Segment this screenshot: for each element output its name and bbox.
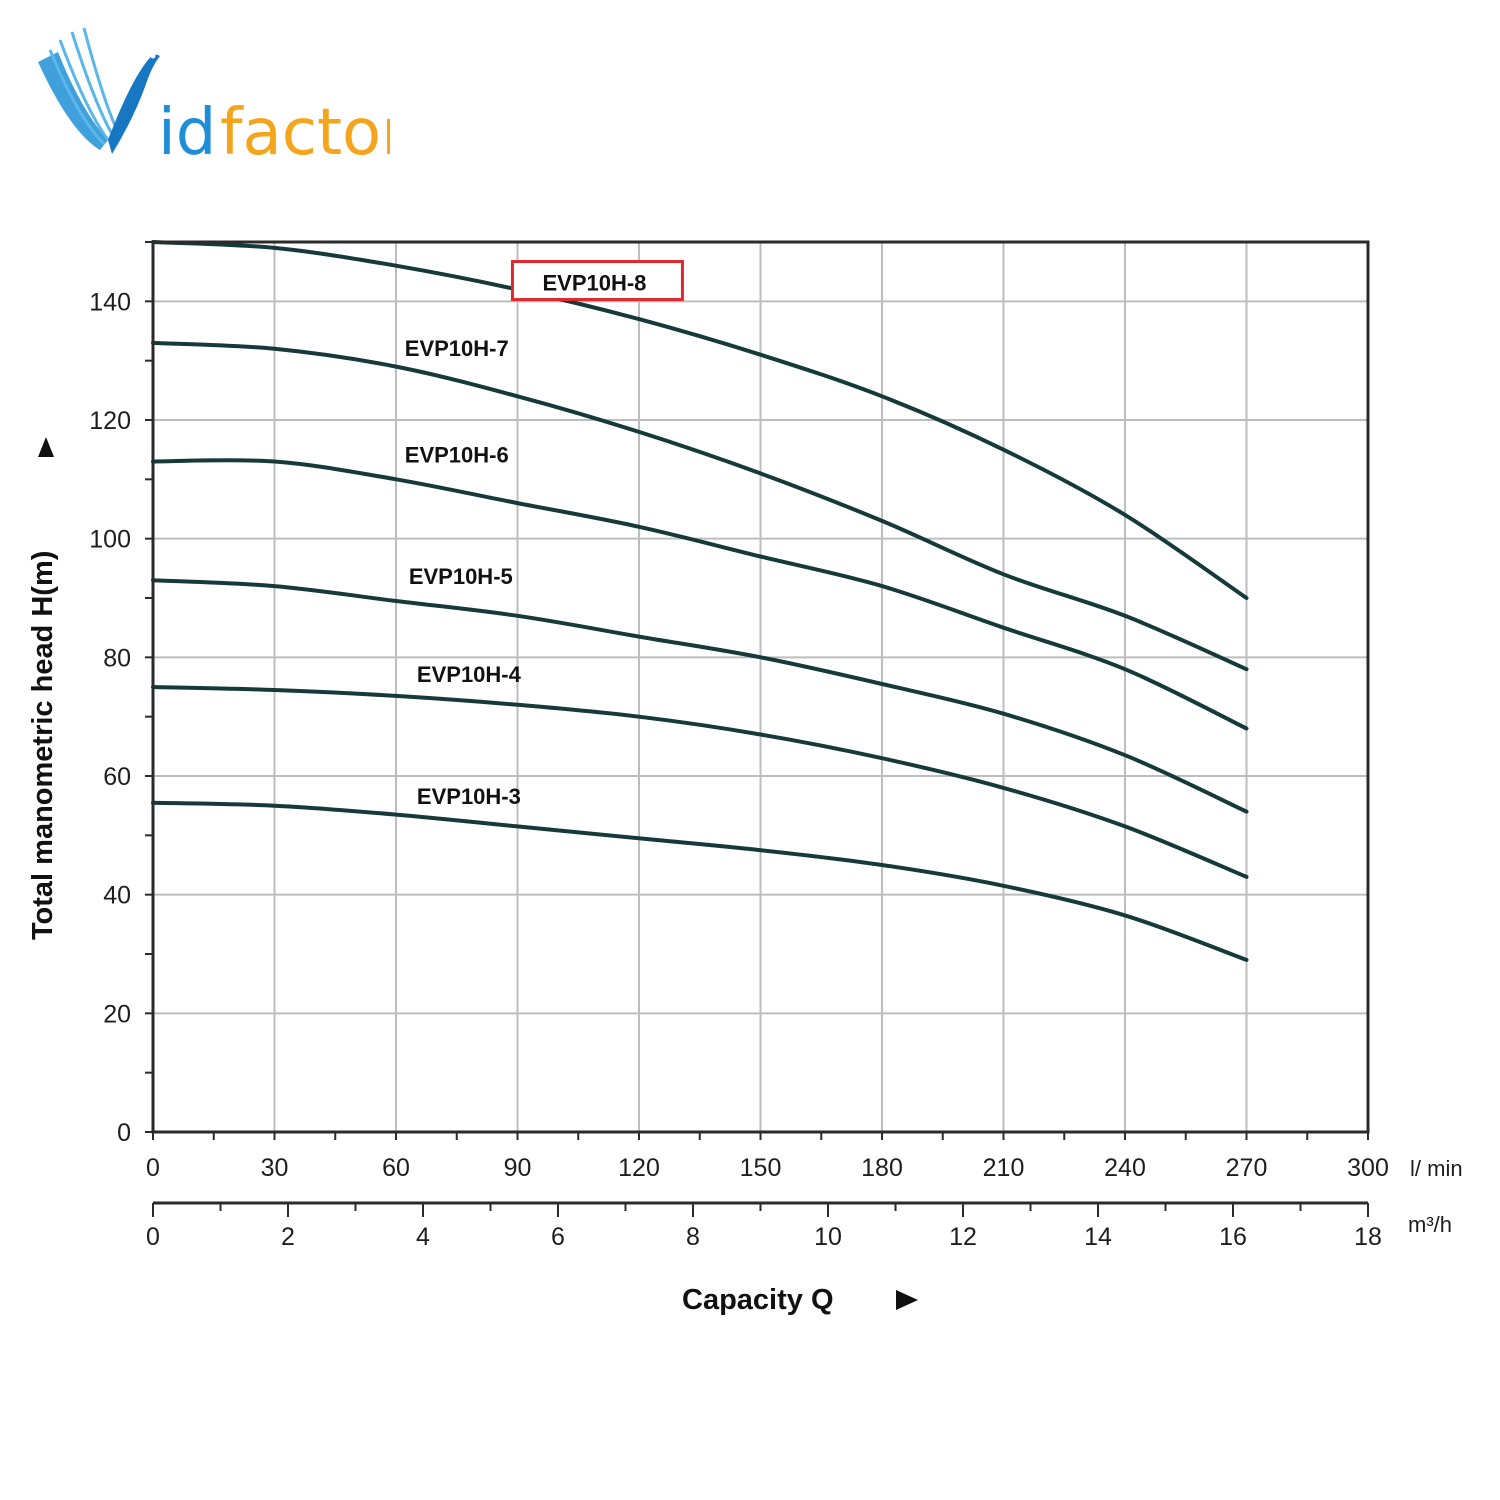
x-tick-label: 180 [861, 1154, 903, 1182]
series-label-evp10h-3: EVP10H-3 [417, 784, 521, 809]
secondary-x-tick-label: 12 [949, 1223, 977, 1251]
x-tick-label: 30 [261, 1154, 289, 1182]
secondary-x-tick-label: 10 [814, 1223, 842, 1251]
y-tick-labels: 0 20 40 60 80 100 120 140 [89, 288, 131, 1147]
secondary-x-tick-label: 8 [686, 1223, 700, 1251]
y-tick-label: 100 [89, 526, 131, 554]
secondary-x-tick-label: 6 [551, 1223, 565, 1251]
secondary-x-tick-labels: 0 2 4 6 8 10 12 14 16 18 [146, 1203, 1382, 1251]
highlight-box [510, 260, 684, 302]
x-tick-label: 0 [146, 1154, 160, 1182]
y-tick-label: 80 [103, 644, 131, 672]
secondary-x-tick-label: 18 [1354, 1223, 1382, 1251]
x-tick-label: 60 [382, 1154, 410, 1182]
y-tick-label: 40 [103, 882, 131, 910]
x-tick-labels: 0 30 60 90 120 150 180 210 240 270 300 [146, 1154, 1389, 1182]
secondary-x-tick-label: 2 [281, 1223, 295, 1251]
series-labels: EVP10H-8 EVP10H-7 EVP10H-6 EVP10H-5 EVP10H-4… [405, 260, 684, 809]
series-label-evp10h-6: EVP10H-6 [405, 443, 509, 468]
curve-evp10h-8 [151, 240, 1249, 600]
y-tick-label: 140 [89, 288, 131, 316]
y-tick-label: 20 [103, 1000, 131, 1028]
y-tick-label: 0 [117, 1119, 131, 1147]
secondary-x-tick-label: 14 [1084, 1223, 1112, 1251]
x-tick-label: 150 [740, 1154, 782, 1182]
y-tick-label: 120 [89, 407, 131, 435]
series-label-evp10h-4: EVP10H-4 [417, 662, 522, 687]
secondary-x-tick-label: 16 [1219, 1223, 1247, 1251]
curves [151, 240, 1249, 962]
series-label-evp10h-8: EVP10H-8 [542, 271, 646, 296]
curve-evp10h-6 [151, 458, 1249, 731]
y-axis-arrow-icon [38, 437, 54, 457]
x-tick-label: 270 [1226, 1154, 1268, 1182]
series-label-evp10h-7: EVP10H-7 [405, 336, 509, 361]
x-tick-label: 210 [983, 1154, 1025, 1182]
x-axis-title: Capacity Q [682, 1284, 834, 1316]
x-tick-label: 90 [504, 1154, 532, 1182]
plot-frame [151, 240, 1370, 1134]
curve-evp10h-7 [151, 340, 1249, 672]
x-tick-label: 240 [1104, 1154, 1146, 1182]
chart-grid [153, 242, 1368, 1132]
x-axis-arrow-icon [896, 1290, 918, 1310]
logo-text-factor: factor [220, 96, 390, 170]
x-tick-label: 300 [1347, 1154, 1389, 1182]
secondary-x-tick-label: 0 [146, 1223, 160, 1251]
curve-evp10h-5 [151, 578, 1249, 814]
x-tick-label: 120 [618, 1154, 660, 1182]
secondary-x-tick-label: 4 [416, 1223, 430, 1251]
series-label-evp10h-5: EVP10H-5 [409, 564, 513, 589]
vidfactor-logo: id factor [38, 27, 390, 170]
curve-evp10h-3 [151, 800, 1249, 962]
y-tick-label: 60 [103, 763, 131, 791]
secondary-x-unit-label: m³/h [1408, 1212, 1452, 1237]
x-unit-label: l/ min [1410, 1156, 1463, 1181]
y-axis-title: Total manometric head H(m) [27, 551, 59, 940]
curve-evp10h-4 [151, 685, 1249, 879]
logo-text-id: id [158, 96, 216, 170]
bird-wing-icon [38, 27, 160, 154]
